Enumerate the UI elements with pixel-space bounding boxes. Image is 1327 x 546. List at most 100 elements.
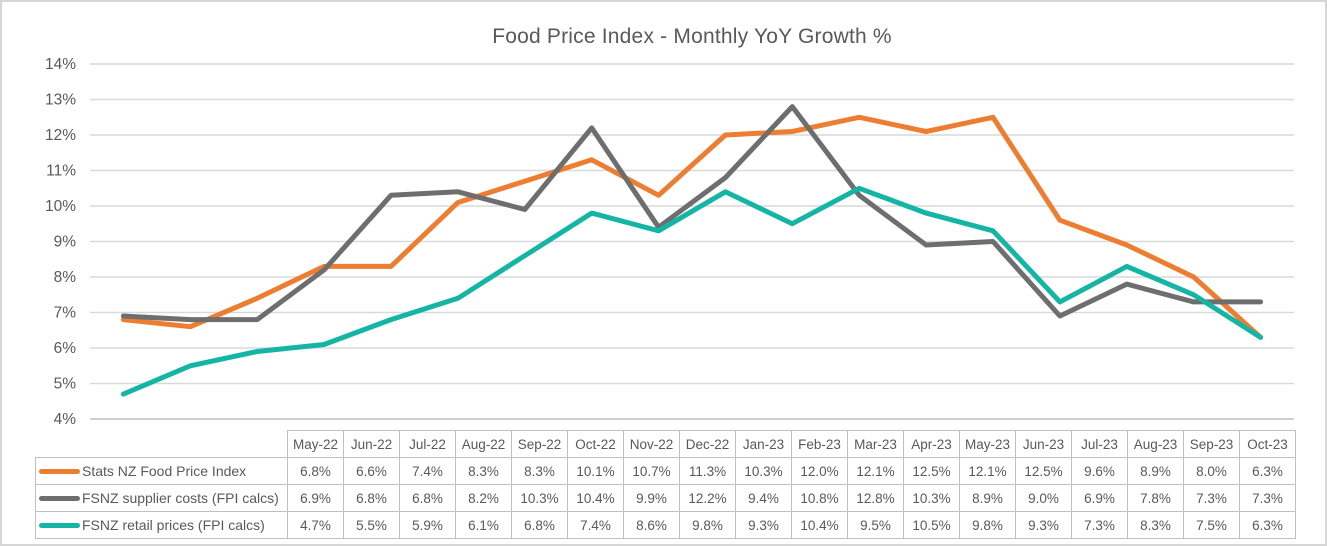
- value-cell: 5.5%: [343, 511, 400, 539]
- value-cell: 9.0%: [1015, 484, 1072, 512]
- value-cell: 7.4%: [399, 457, 456, 485]
- value-cell: 10.1%: [567, 457, 624, 485]
- value-cell: 10.8%: [791, 484, 848, 512]
- month-column-header: Oct-22: [567, 430, 624, 458]
- month-column-header: Feb-23: [791, 430, 848, 458]
- y-axis-tick-label: 10%: [45, 198, 76, 215]
- value-cell: 10.3%: [511, 484, 568, 512]
- value-cell: 12.1%: [959, 457, 1016, 485]
- value-cell: 11.3%: [679, 457, 736, 485]
- month-column-header: Jul-22: [399, 430, 456, 458]
- y-axis-tick-label: 9%: [54, 234, 77, 251]
- value-cell: 9.6%: [1071, 457, 1128, 485]
- value-cell: 6.8%: [399, 484, 456, 512]
- series-line-1: [120, 104, 1264, 323]
- value-cell: 7.8%: [1127, 484, 1184, 512]
- value-cell: 6.9%: [287, 484, 344, 512]
- y-axis-tick-label: 6%: [54, 340, 77, 357]
- value-cell: 10.5%: [903, 511, 960, 539]
- chart-title: Food Price Index - Monthly YoY Growth %: [492, 25, 892, 48]
- value-cell: 12.5%: [903, 457, 960, 485]
- month-column-header: Oct-23: [1239, 430, 1296, 458]
- value-cell: 8.2%: [455, 484, 512, 512]
- series-line-2: [120, 185, 1264, 397]
- value-cell: 6.6%: [343, 457, 400, 485]
- value-cell: 12.0%: [791, 457, 848, 485]
- month-column-header: Jul-23: [1071, 430, 1128, 458]
- value-cell: 10.4%: [567, 484, 624, 512]
- legend-key-icon: [39, 469, 80, 474]
- chart-data-table: May-22 Jun-22 Jul-22 Aug-22 Sep-22 Oct-22 Nov-…: [35, 430, 1296, 539]
- value-cell: 12.2%: [679, 484, 736, 512]
- y-axis-tick-label: 5%: [54, 376, 77, 393]
- y-axis-tick-label: 8%: [54, 269, 77, 286]
- value-cell: 6.9%: [1071, 484, 1128, 512]
- value-cell: 8.0%: [1183, 457, 1240, 485]
- value-cell: 6.3%: [1239, 511, 1296, 539]
- y-axis-tick-label: 13%: [45, 92, 76, 109]
- month-column-header: Jan-23: [735, 430, 792, 458]
- y-axis-tick-label: 7%: [54, 305, 77, 322]
- value-cell: 9.9%: [623, 484, 680, 512]
- value-cell: 10.3%: [735, 457, 792, 485]
- value-cell: 9.8%: [959, 511, 1016, 539]
- table-row: Stats NZ Food Price Index 6.8% 6.6% 7.4% 8.3…: [35, 457, 1296, 485]
- month-column-header: May-22: [287, 430, 344, 458]
- month-column-header: Aug-23: [1127, 430, 1184, 458]
- series-line-0: [120, 114, 1264, 340]
- y-axis-tick-label: 12%: [45, 127, 76, 144]
- value-cell: 7.4%: [567, 511, 624, 539]
- series-label-cell: FSNZ retail prices (FPI calcs): [35, 511, 288, 539]
- series-name: FSNZ retail prices (FPI calcs): [82, 517, 265, 533]
- value-cell: 5.9%: [399, 511, 456, 539]
- value-cell: 9.4%: [735, 484, 792, 512]
- value-cell: 10.4%: [791, 511, 848, 539]
- month-column-header: Apr-23: [903, 430, 960, 458]
- month-column-header: Sep-23: [1183, 430, 1240, 458]
- value-cell: 12.8%: [847, 484, 904, 512]
- value-cell: 8.9%: [959, 484, 1016, 512]
- value-cell: 10.3%: [903, 484, 960, 512]
- month-column-header: Nov-22: [623, 430, 680, 458]
- value-cell: 8.9%: [1127, 457, 1184, 485]
- month-column-header: May-23: [959, 430, 1016, 458]
- table-corner-cell: [36, 431, 288, 458]
- y-axis-tick-label: 4%: [54, 411, 77, 428]
- series-name: FSNZ supplier costs (FPI calcs): [82, 490, 279, 506]
- month-column-header: Jun-23: [1015, 430, 1072, 458]
- month-column-header: Sep-22: [511, 430, 568, 458]
- value-cell: 12.1%: [847, 457, 904, 485]
- series-label-cell: Stats NZ Food Price Index: [35, 457, 288, 485]
- y-axis-tick-label: 14%: [45, 56, 76, 73]
- value-cell: 6.1%: [455, 511, 512, 539]
- value-cell: 12.5%: [1015, 457, 1072, 485]
- value-cell: 7.3%: [1071, 511, 1128, 539]
- y-axis-tick-label: 11%: [46, 163, 76, 180]
- value-cell: 6.8%: [287, 457, 344, 485]
- series-name: Stats NZ Food Price Index: [82, 463, 247, 479]
- legend-key-icon: [39, 523, 80, 528]
- value-cell: 8.3%: [511, 457, 568, 485]
- value-cell: 6.3%: [1239, 457, 1296, 485]
- value-cell: 7.3%: [1183, 484, 1240, 512]
- value-cell: 6.8%: [343, 484, 400, 512]
- table-row: FSNZ retail prices (FPI calcs) 4.7% 5.5% 5.…: [35, 511, 1296, 539]
- value-cell: 9.8%: [679, 511, 736, 539]
- legend-key-icon: [39, 496, 80, 501]
- value-cell: 9.3%: [735, 511, 792, 539]
- value-cell: 10.7%: [623, 457, 680, 485]
- month-column-header: Jun-22: [343, 430, 400, 458]
- value-cell: 7.5%: [1183, 511, 1240, 539]
- value-cell: 8.6%: [623, 511, 680, 539]
- value-cell: 6.8%: [511, 511, 568, 539]
- value-cell: 9.5%: [847, 511, 904, 539]
- month-column-header: Mar-23: [847, 430, 904, 458]
- month-column-header: Dec-22: [679, 430, 736, 458]
- value-cell: 8.3%: [455, 457, 512, 485]
- chart-plot-area: 14% 13% 12% 11% 10% 9% 8% 7% 6% 5% 4%: [45, 56, 1294, 428]
- series-label-cell: FSNZ supplier costs (FPI calcs): [35, 484, 288, 512]
- value-cell: 8.3%: [1127, 511, 1184, 539]
- value-cell: 9.3%: [1015, 511, 1072, 539]
- month-column-header: Aug-22: [455, 430, 512, 458]
